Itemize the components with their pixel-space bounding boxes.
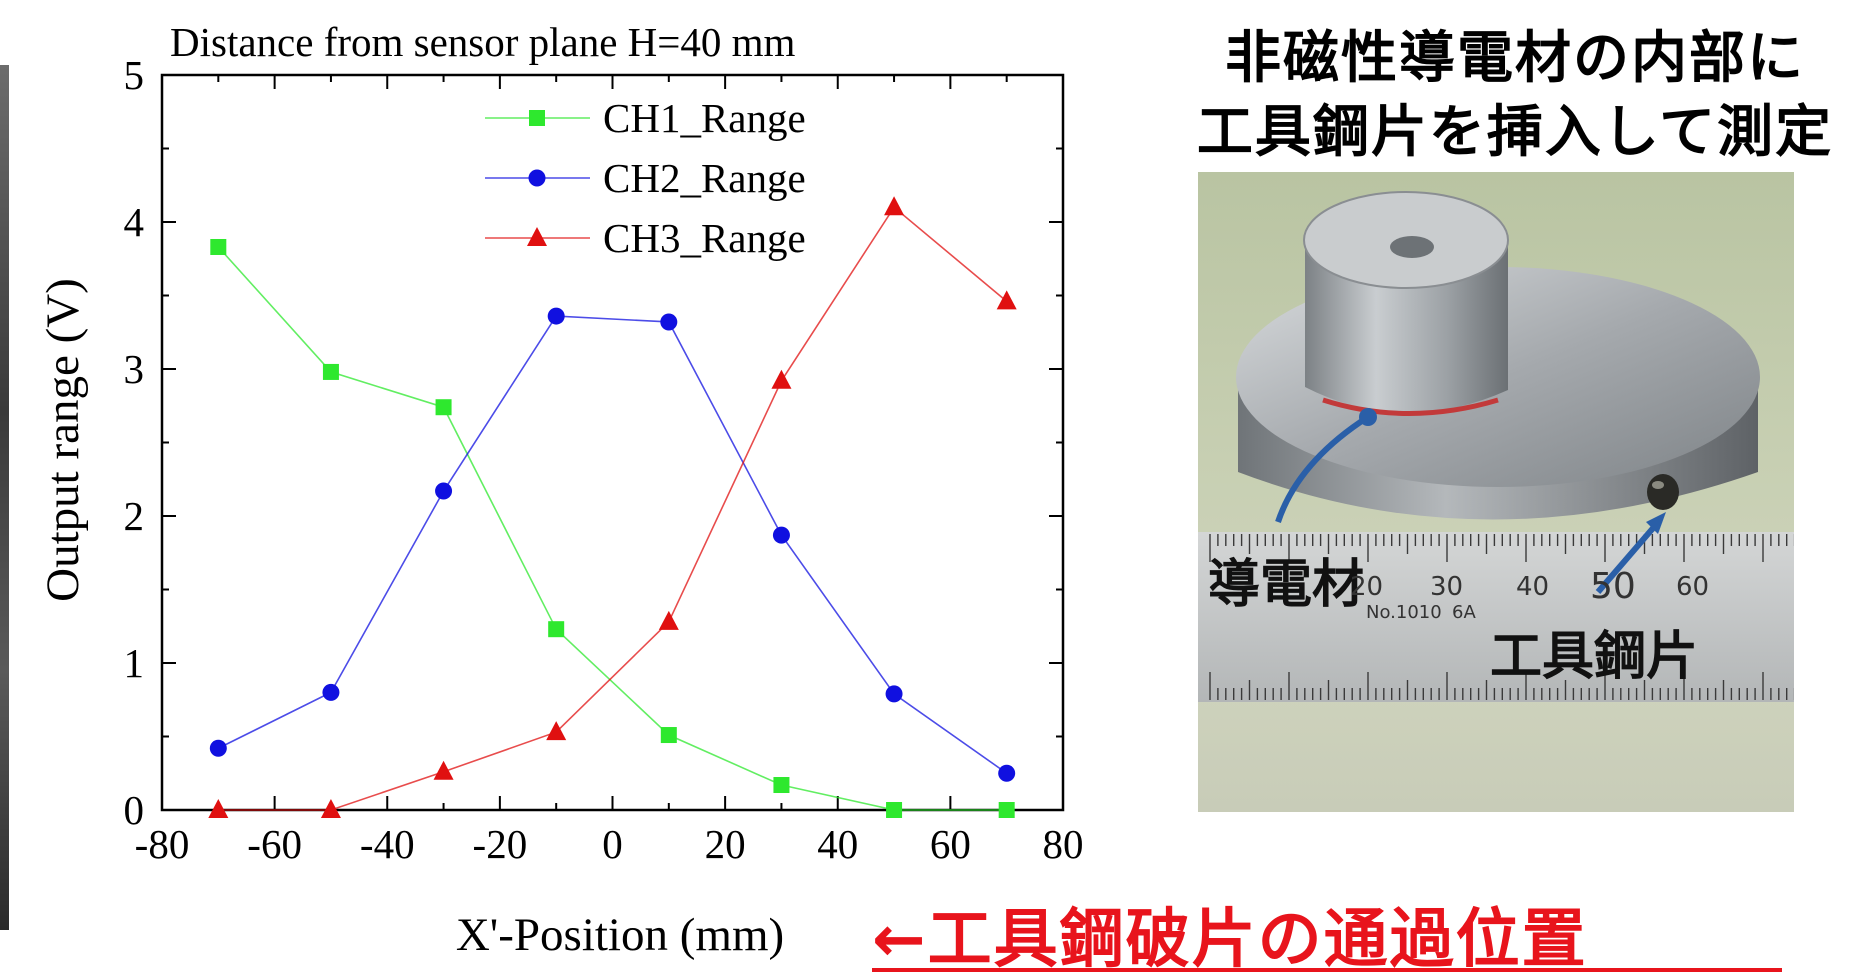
data-point-ch1-range <box>773 777 790 794</box>
legend-entry-ch2-range: CH2_Range <box>485 155 806 201</box>
legend-label: CH3_Range <box>603 215 806 261</box>
x-tick-label: 60 <box>930 821 971 867</box>
photo-title-line-1: 非磁性導電材の内部に <box>1225 26 1805 91</box>
data-point-ch2-range <box>209 739 227 757</box>
specimen-photo: 導電材 工具鋼片 20 30 40 50 60 No.1010 6A <box>1198 172 1794 812</box>
legend-marker <box>528 169 546 187</box>
x-tick-label: 0 <box>602 821 623 867</box>
legend-entry-ch1-range: CH1_Range <box>485 95 806 141</box>
x-tick-label: -60 <box>247 821 302 867</box>
chart-title: Distance from sensor plane H=40 mm <box>170 19 796 65</box>
x-tick-label: 20 <box>705 821 746 867</box>
x-axis-title: X'-Position (mm) <box>456 909 784 961</box>
x-tick-label: -20 <box>473 821 528 867</box>
series-ch3-range <box>208 196 1017 818</box>
ruler <box>1198 532 1794 702</box>
legend-entry-ch3-range: CH3_Range <box>485 215 806 261</box>
tool-steel-label: 工具鋼片 <box>1490 627 1699 687</box>
photo-panel-title: 非磁性導電材の内部に 工具鋼片を挿入して測定 <box>1170 22 1860 170</box>
tool-steel-pointer-line <box>1595 518 1663 594</box>
data-point-ch2-range <box>998 764 1016 782</box>
legend-label: CH1_Range <box>603 95 806 141</box>
series-ch1-range <box>210 238 1015 818</box>
tool-steel-chip <box>1647 474 1679 510</box>
y-tick-label: 1 <box>124 640 145 686</box>
series-line-ch3-range <box>218 206 1008 811</box>
ruler-number-40: 40 <box>1516 572 1550 602</box>
data-point-ch3-range <box>658 610 679 630</box>
photo-title-line-2: 工具鋼片を挿入して測定 <box>1196 100 1834 165</box>
data-point-ch3-range <box>320 799 341 818</box>
data-point-ch1-range <box>660 727 677 744</box>
conductor-label: 導電材 <box>1208 555 1365 615</box>
red-seam <box>1322 397 1499 416</box>
ruler-number-50: 50 <box>1590 566 1636 607</box>
legend-marker <box>529 110 545 126</box>
y-tick-label: 5 <box>124 52 145 98</box>
chip-highlight <box>1652 481 1664 489</box>
data-point-ch2-range <box>660 313 678 331</box>
data-point-ch2-range <box>322 683 340 701</box>
y-tick-label: 2 <box>124 493 145 539</box>
series-line-ch1-range <box>217 246 1007 811</box>
y-tick-label: 4 <box>124 199 145 245</box>
legend-marker <box>527 227 547 246</box>
data-point-ch1-range <box>998 802 1015 818</box>
data-point-ch1-range <box>886 802 903 818</box>
series-ch2-range <box>209 307 1016 782</box>
ruler-code: 6A <box>1452 602 1476 623</box>
data-point-ch3-range <box>433 760 454 780</box>
cylinder-hole <box>1390 236 1434 258</box>
x-tick-label: -80 <box>135 821 190 867</box>
data-point-ch3-range <box>546 721 567 741</box>
data-point-ch3-range <box>208 799 229 818</box>
conductor-pointer-dot <box>1359 408 1377 426</box>
ruler-ticks <box>1209 534 1794 700</box>
passage-note-underline <box>872 968 1782 972</box>
ruler-number-60: 60 <box>1676 572 1710 602</box>
data-point-ch1-range <box>210 238 227 255</box>
data-point-ch3-range <box>771 369 792 389</box>
tool-steel-arrowhead <box>1646 512 1666 534</box>
line-chart: -80 -60 -40 -20 0 20 40 60 80 0 1 2 3 4 5 CH1_Range CH2… <box>37 19 1084 961</box>
left-edge-strip <box>0 65 9 930</box>
data-point-ch3-range <box>884 196 905 216</box>
data-point-ch2-range <box>772 526 790 544</box>
conductor-pointer-line <box>1275 414 1370 523</box>
cylinder-side <box>1305 242 1508 413</box>
legend-label: CH2_Range <box>603 155 806 201</box>
passage-position-note: ←工具鋼破片の通過位置 <box>872 903 1588 977</box>
y-axis-title: Output range (V) <box>37 278 89 602</box>
x-tick-label: -40 <box>360 821 415 867</box>
y-tick-label: 3 <box>124 346 145 392</box>
ruler-brand: No.1010 <box>1366 602 1442 623</box>
ruler-number-30: 30 <box>1430 572 1464 602</box>
data-point-ch2-range <box>885 685 903 703</box>
data-point-ch2-range <box>547 307 565 325</box>
data-point-ch1-range <box>322 363 339 380</box>
data-point-ch1-range <box>435 399 452 416</box>
data-point-ch2-range <box>435 482 453 500</box>
y-tick-label: 0 <box>124 787 145 833</box>
data-point-ch1-range <box>548 621 565 638</box>
data-point-ch3-range <box>996 290 1017 310</box>
x-tick-label: 80 <box>1043 821 1084 867</box>
series-line-ch2-range <box>217 315 1008 774</box>
ruler-number-20: 20 <box>1350 572 1384 602</box>
x-tick-label: 40 <box>817 821 858 867</box>
